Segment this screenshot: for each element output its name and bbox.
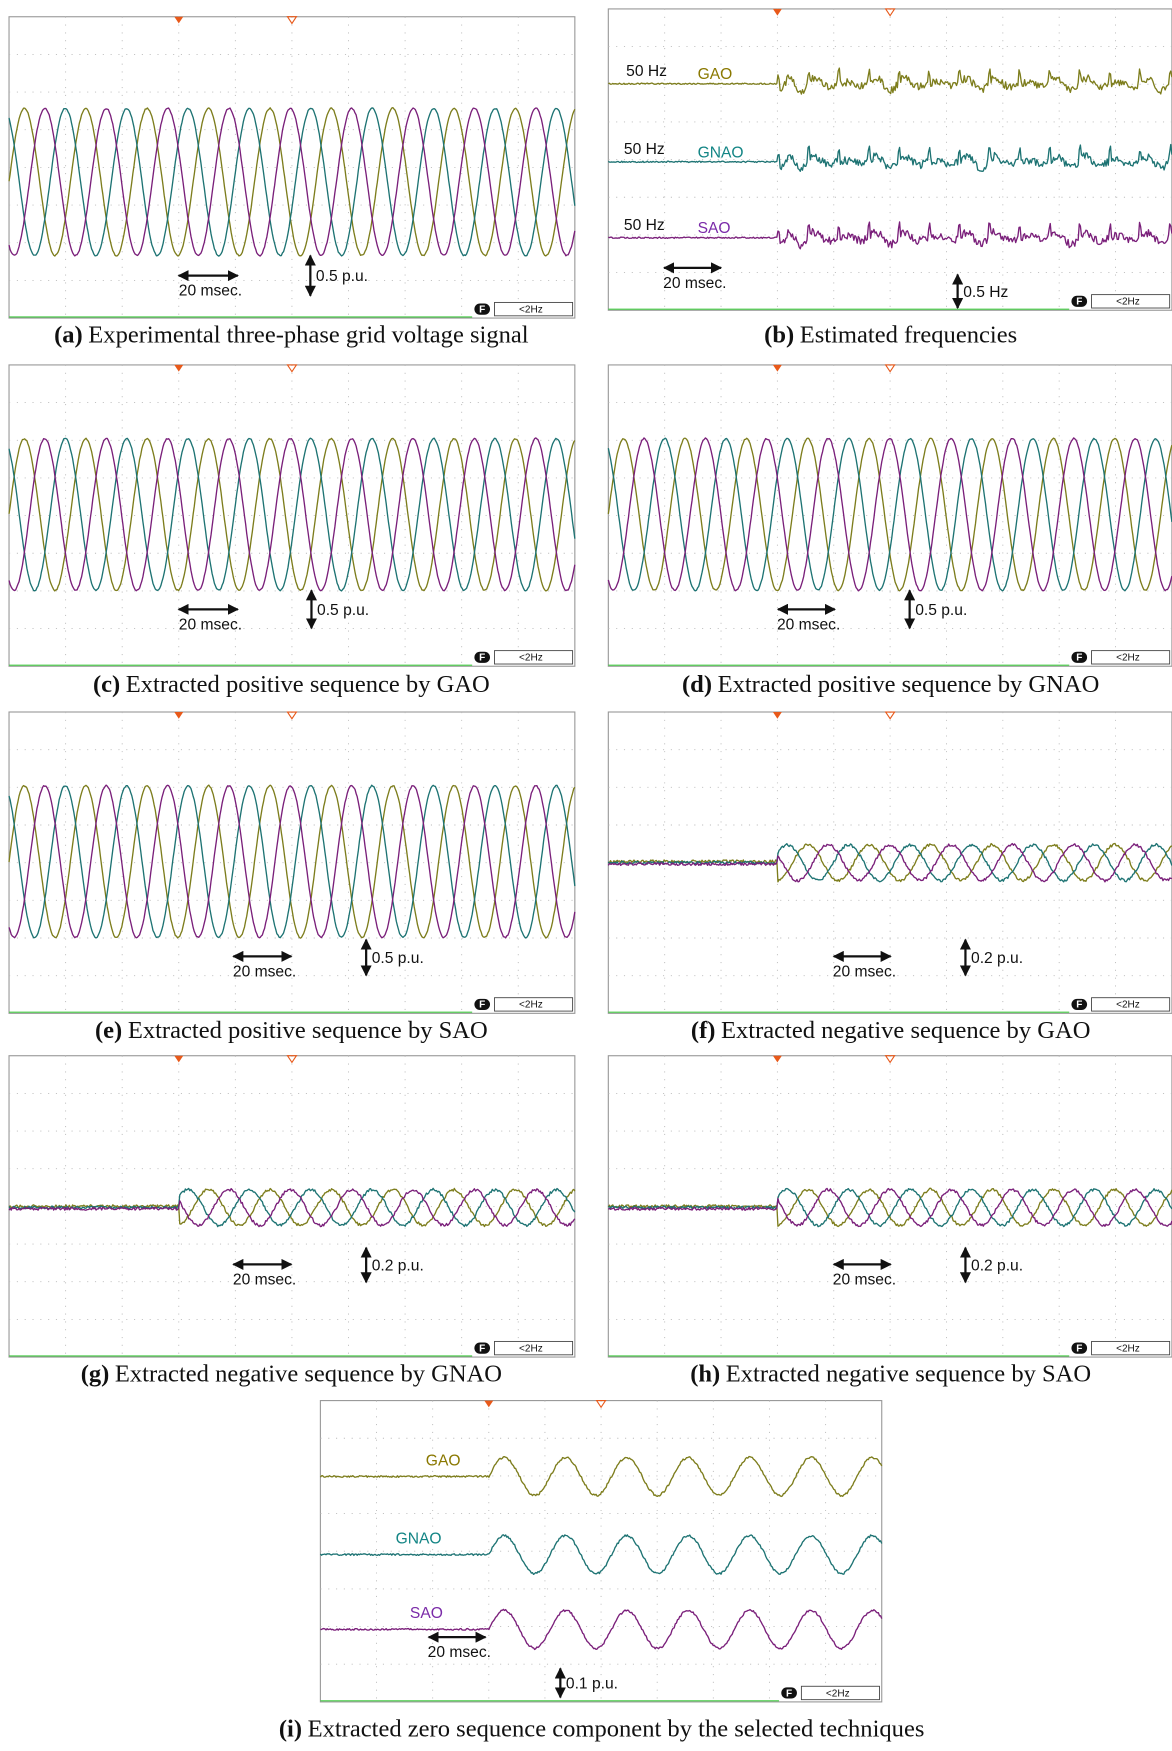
caption-text: Extracted negative sequence by SAO [726, 1361, 1091, 1388]
page: 20 msec. 0.5 p.u. F <2Hz (a)Experimental thr… [0, 0, 1172, 1751]
amplitude-scale-label: 0.5 p.u. [317, 602, 369, 619]
scope-panel: 20 msec. 0.2 p.u. F <2Hz [608, 712, 1172, 1013]
filter-badge-text: F [1076, 653, 1082, 664]
amplitude-scale-label: 0.5 p.u. [915, 602, 967, 619]
caption-label: (c) [93, 671, 120, 698]
panel-caption: (g)Extracted negative sequence by GNAO [81, 1361, 502, 1388]
time-scale-label: 20 msec. [233, 963, 296, 980]
caption-text: Estimated frequencies [800, 322, 1017, 349]
panel-caption: (e)Extracted positive sequence by SAO [95, 1017, 488, 1044]
caption-label: (b) [764, 322, 794, 349]
caption-text: Extracted negative sequence by GAO [721, 1017, 1090, 1044]
filter-label: <2Hz [826, 1688, 850, 1699]
time-scale-label: 20 msec. [179, 616, 242, 633]
caption-text: Extracted positive sequence by SAO [128, 1017, 488, 1044]
amplitude-scale-label: 0.1 p.u. [566, 1676, 618, 1693]
scope-frame [9, 17, 575, 318]
caption-label: (a) [54, 322, 83, 349]
filter-label: <2Hz [1116, 297, 1140, 308]
filter-badge-text: F [1076, 1343, 1082, 1354]
figure: 20 msec. 0.5 p.u. F <2Hz (a)Experimental thr… [0, 0, 1172, 1751]
filter-label: <2Hz [1116, 1343, 1140, 1354]
filter-badge-text: F [479, 653, 485, 664]
scope-panel: 20 msec. 0.5 p.u. F <2Hz [608, 365, 1172, 666]
filter-badge-text: F [1076, 297, 1082, 308]
filter-label: <2Hz [519, 1343, 543, 1354]
panel-caption: (a)Experimental three-phase grid voltage… [54, 322, 529, 349]
frequency-label: 50 Hz [624, 141, 665, 158]
filter-label: <2Hz [519, 1000, 543, 1011]
caption-text: Extracted zero sequence component by the… [308, 1715, 925, 1742]
caption-text: Extracted negative sequence by GNAO [115, 1361, 502, 1388]
time-scale-label: 20 msec. [179, 283, 242, 300]
trace-name: GAO [426, 1452, 461, 1469]
panel-caption: (c)Extracted positive sequence by GAO [93, 671, 490, 698]
trace-name: GNAO [396, 1530, 442, 1547]
scope-panel: 20 msec. 0.5 p.u. F <2Hz [9, 17, 575, 318]
scope-panel: 20 msec. 0.2 p.u. F <2Hz [608, 1056, 1172, 1357]
time-scale-label: 20 msec. [233, 1272, 296, 1289]
filter-label: <2Hz [1116, 1000, 1140, 1011]
scope-panel: GAO GNAO SAO 20 msec. 0.1 p.u. F <2Hz [320, 1401, 881, 1702]
frequency-label: 50 Hz [624, 217, 665, 234]
scope-panel: 50 Hz GAO 50 Hz GNAO 50 Hz SAO 20 msec. 0.5 Hz F… [608, 9, 1172, 310]
time-scale-label: 20 msec. [663, 275, 726, 292]
scope-panel: 20 msec. 0.2 p.u. F <2Hz [9, 1056, 575, 1357]
caption-text: Extracted positive sequence by GNAO [718, 671, 1100, 698]
panel-caption: (d)Extracted positive sequence by GNAO [682, 671, 1099, 698]
filter-badge-text: F [479, 1343, 485, 1354]
time-scale-label: 20 msec. [833, 963, 896, 980]
trace-name: GNAO [698, 144, 744, 161]
filter-label: <2Hz [519, 653, 543, 664]
time-scale-label: 20 msec. [428, 1644, 491, 1661]
caption-label: (e) [95, 1017, 122, 1044]
amplitude-scale-label: 0.2 p.u. [971, 950, 1023, 967]
scope-panel: 20 msec. 0.5 p.u. F <2Hz [9, 365, 575, 666]
panel-caption: (b)Estimated frequencies [764, 322, 1017, 349]
frequency-label: 50 Hz [626, 63, 667, 80]
scope-panel: 20 msec. 0.5 p.u. F <2Hz [9, 712, 575, 1013]
caption-label: (h) [690, 1361, 720, 1388]
caption-label: (i) [279, 1715, 302, 1742]
panel-caption: (i) Extracted zero sequence component by … [279, 1715, 925, 1742]
trace-name: SAO [698, 220, 731, 237]
amplitude-scale-label: 0.5 p.u. [316, 268, 368, 285]
filter-label: <2Hz [519, 304, 543, 315]
panel-caption: (h)Extracted negative sequence by SAO [690, 1361, 1091, 1388]
caption-label: (g) [81, 1361, 110, 1388]
time-scale-label: 20 msec. [777, 616, 840, 633]
caption-text: Extracted positive sequence by GAO [126, 671, 490, 698]
panel-caption: (f)Extracted negative sequence by GAO [691, 1017, 1091, 1044]
amplitude-scale-label: 0.5 p.u. [372, 950, 424, 967]
caption-label: (d) [682, 671, 712, 698]
amplitude-scale-label: 0.2 p.u. [372, 1258, 424, 1275]
caption-text: Experimental three-phase grid voltage si… [88, 322, 529, 349]
amplitude-scale-label: 0.2 p.u. [971, 1258, 1023, 1275]
filter-badge-text: F [786, 1688, 792, 1699]
time-scale-label: 20 msec. [833, 1272, 896, 1289]
trace-name: GAO [698, 66, 733, 83]
filter-badge-text: F [479, 304, 485, 315]
filter-badge-text: F [1076, 1000, 1082, 1011]
filter-badge-text: F [479, 1000, 485, 1011]
amplitude-scale-label: 0.5 Hz [963, 284, 1008, 301]
caption-label: (f) [691, 1017, 716, 1044]
filter-label: <2Hz [1116, 653, 1140, 664]
trace-name: SAO [410, 1605, 443, 1622]
